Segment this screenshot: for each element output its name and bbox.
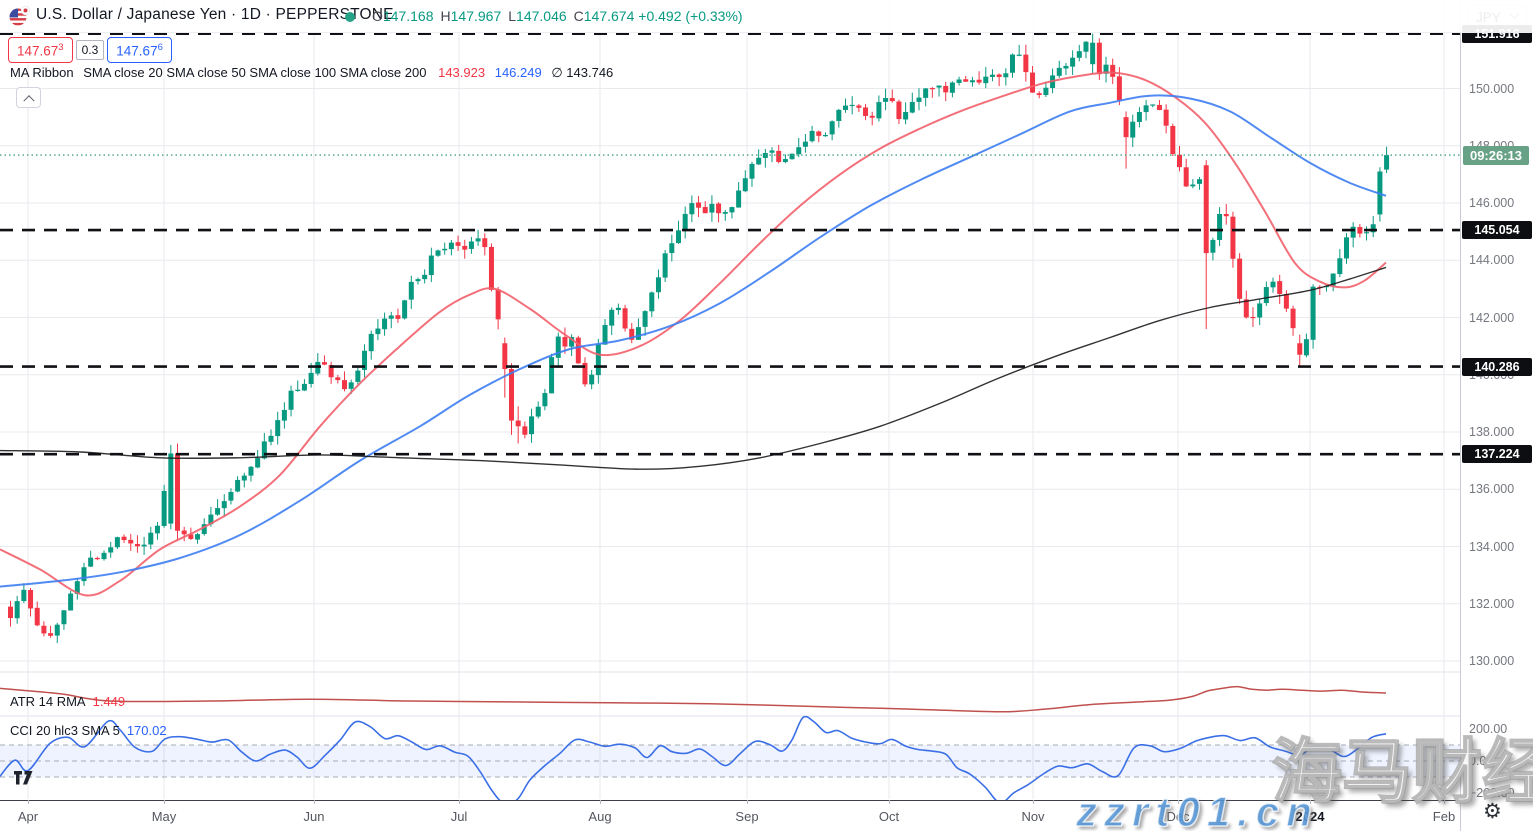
close-value: 147.674 (583, 8, 635, 24)
time-axis-label: Nov (1021, 809, 1045, 824)
cci-value: 170.02 (126, 723, 167, 738)
settings-gear-icon[interactable]: ⚙ (1483, 800, 1502, 823)
level-price-label: 137.224 (1462, 445, 1532, 464)
atr-value: 1.449 (92, 694, 126, 709)
axis-tick (747, 800, 748, 804)
symbol-title[interactable]: U.S. Dollar / Japanese Yen · 1D · PEPPER… (36, 6, 394, 23)
time-axis-label: May (151, 809, 177, 824)
high-value: 147.967 (450, 8, 502, 24)
axis-tick (1310, 800, 1311, 804)
cci-legend[interactable]: CCI 20 hlc3 SMA 5 170.02 (10, 723, 167, 738)
price-tick-label: 144.000 (1469, 253, 1515, 268)
time-axis-label: Jun (303, 809, 325, 824)
price-tick-label: 146.000 (1469, 196, 1515, 210)
cci-tick-label: −200.00 (1469, 786, 1515, 800)
price-tick-label: 142.000 (1469, 310, 1515, 325)
low-value: 147.046 (516, 8, 567, 24)
price-tick-label: 134.000 (1469, 539, 1515, 554)
indicator-title: MA Ribbon (10, 65, 74, 80)
chart-canvas[interactable] (0, 0, 1460, 800)
time-axis-label: 2024 (1295, 809, 1325, 824)
axis-tick (314, 800, 315, 804)
collapse-legend-button[interactable] (16, 87, 41, 108)
open-value: 147.168 (382, 8, 434, 24)
symbol-logo-usdjpy-icon (9, 6, 31, 26)
cci-tick-label: 200.00 (1469, 722, 1508, 736)
time-axis-label: Feb (1432, 809, 1456, 824)
indicator-params: SMA close 20 SMA close 50 SMA close 100 … (83, 65, 427, 80)
symbol-info-bar: U.S. Dollar / Japanese Yen · 1D · PEPPER… (0, 0, 1533, 33)
axis-tick (600, 800, 601, 804)
price-tick-label: 136.000 (1469, 482, 1515, 497)
sma-avg-value: 143.746 (566, 65, 614, 80)
time-axis-label: Dec (1166, 809, 1190, 824)
price-tick-label: 130.000 (1469, 654, 1515, 668)
axis-tick (1033, 800, 1034, 804)
ohlc-values: O147.168 H147.967 L147.046 C147.674 +0.492 … (372, 8, 743, 24)
ma-ribbon-legend[interactable]: MA Ribbon SMA close 20 SMA close 50 SMA … (10, 65, 614, 80)
market-status-icon[interactable] (345, 12, 355, 22)
time-axis[interactable]: Apr May Jun Jul Aug Sep Oct Nov Dec 2024 Feb (0, 800, 1533, 831)
time-axis-label: Oct (878, 809, 900, 824)
price-scale[interactable]: JPY 150.000148.000146.000144.000142.0001… (1460, 0, 1533, 831)
axis-tick (1178, 800, 1179, 804)
interval-label: 1D (240, 6, 262, 23)
chevron-up-icon (22, 94, 35, 106)
axis-tick (889, 800, 890, 804)
atr-legend[interactable]: ATR 14 RMA 1.449 (10, 694, 126, 709)
change-value: +0.492 (+0.33%) (638, 8, 743, 24)
spread-value: 0.3 (75, 39, 105, 60)
price-tick-label: 150.000 (1469, 81, 1515, 96)
time-axis-label: Sep (735, 809, 759, 824)
candle-countdown-label: 09:26:13 (1463, 145, 1529, 165)
level-price-label: 145.054 (1462, 221, 1532, 240)
sma50-value: 146.249 (494, 65, 542, 80)
axis-tick (1444, 800, 1445, 804)
time-axis-label: Apr (17, 809, 39, 824)
cci-tick-label: 0.00 (1469, 754, 1494, 768)
tradingview-logo-icon (14, 771, 33, 785)
axis-tick (459, 800, 460, 804)
sell-button[interactable]: 147.673 (8, 37, 73, 63)
time-axis-label: Aug (588, 809, 612, 824)
broker-label: PEPPERSTONE (275, 6, 394, 23)
buy-button[interactable]: 147.676 (107, 37, 172, 63)
price-tick-label: 132.000 (1469, 596, 1515, 611)
trade-buttons: 147.673 0.3 147.676 (8, 37, 172, 63)
axis-tick (28, 800, 29, 804)
sma20-value: 143.923 (438, 65, 486, 80)
price-tick-label: 138.000 (1469, 425, 1515, 439)
axis-tick (164, 800, 165, 804)
level-price-label: 140.286 (1462, 357, 1532, 376)
time-axis-label: Jul (450, 809, 468, 824)
